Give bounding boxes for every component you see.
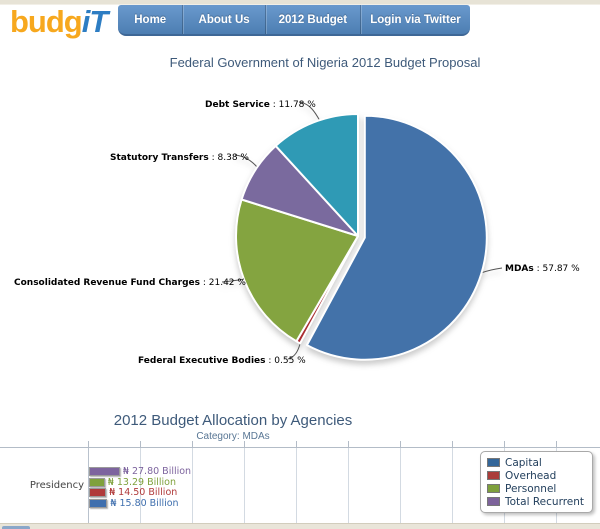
pie-label-value: : 0.55 %	[268, 356, 306, 366]
page-bottom-strip	[0, 523, 600, 529]
gridline	[192, 448, 193, 525]
logo-text-it: iT	[81, 4, 109, 39]
pie-label-value: : 21.42 %	[202, 278, 246, 288]
bar-total-recurrent[interactable]	[89, 467, 120, 476]
nav-item-2012-budget[interactable]: 2012 Budget	[264, 5, 360, 34]
budget-pie-chart	[221, 101, 503, 361]
axis-tick	[192, 441, 193, 448]
bar-overhead[interactable]	[89, 488, 107, 497]
pie-label-statutory-transfers: Statutory Transfers : 8.38 %	[110, 153, 249, 163]
pie-label-federal-executive-bodies: Federal Executive Bodies : 0.55 %	[138, 356, 306, 366]
axis-tick	[400, 441, 401, 448]
bar-value-label-total-recurrent: ₦ 27.80 Billion	[122, 466, 192, 477]
legend-label: Personnel	[505, 482, 557, 495]
pie-label-mdas: MDAs : 57.87 %	[505, 264, 580, 274]
legend: Capital Overhead Personnel Total Recurrent	[480, 451, 594, 513]
bar-value-label-personnel: ₦ 13.29 Billion	[107, 476, 176, 488]
pie-label-debt-service: Debt Service : 11.78 %	[205, 100, 316, 110]
y-axis-line	[88, 448, 89, 525]
legend-label: Capital	[505, 456, 542, 469]
bar-chart-subtitle: Category: MDAs	[196, 431, 270, 442]
pie-slice-mdas[interactable]	[305, 114, 488, 361]
nav-item-home[interactable]: Home	[134, 13, 167, 26]
legend-item-personnel: Personnel	[487, 482, 584, 495]
legend-label: Total Recurrent	[505, 495, 585, 508]
connector-federal-executive-bodies	[287, 343, 301, 360]
budgit-logo[interactable]: budgiT	[10, 4, 109, 40]
pie-label-value: : 8.38 %	[211, 153, 249, 163]
axis-tick	[88, 441, 89, 448]
legend-item-capital: Capital	[487, 456, 584, 469]
page-top-strip	[0, 0, 600, 5]
axis-tick	[452, 441, 453, 448]
axis-tick	[244, 441, 245, 448]
connector-mdas	[480, 267, 503, 274]
pie-label-value: : 57.87 %	[536, 264, 580, 274]
axis-tick	[140, 441, 141, 448]
gridline	[348, 448, 349, 525]
legend-swatch-overhead	[487, 471, 500, 480]
axis-tick	[296, 441, 297, 448]
pie-label-name: MDAs	[505, 264, 534, 274]
bar-value-label-overhead: ₦ 14.50 Billion	[109, 487, 178, 498]
connector-debt-service	[299, 101, 321, 122]
pie-label-connectors	[221, 101, 503, 360]
pie-label-name: Consolidated Revenue Fund Charges	[14, 278, 200, 288]
axis-tick	[504, 441, 505, 448]
legend-item-overhead: Overhead	[487, 469, 584, 482]
nav-item-about-us[interactable]: About Us	[182, 5, 264, 34]
nav-item-login-via-twitter[interactable]: Login via Twitter	[359, 5, 470, 34]
bar-capital[interactable]	[89, 498, 108, 508]
legend-swatch-capital	[487, 458, 500, 467]
gridline	[452, 448, 453, 525]
bar-chart-title: 2012 Budget Allocation by Agencies	[113, 412, 353, 429]
pie-label-name: Statutory Transfers	[110, 153, 209, 163]
pie-label-name: Federal Executive Bodies	[138, 356, 266, 366]
pie-label-value: : 11.78 %	[272, 100, 316, 110]
horizontal-scrollbar-thumb[interactable]	[2, 526, 30, 529]
legend-item-total-recurrent: Total Recurrent	[487, 495, 584, 508]
pie-chart-title: Federal Government of Nigeria 2012 Budge…	[169, 55, 481, 70]
legend-label: Overhead	[505, 469, 557, 482]
gridline	[244, 448, 245, 525]
axis-tick	[348, 441, 349, 448]
category-label-presidency: Presidency	[29, 480, 84, 491]
connector-statutory-transfers	[234, 154, 259, 169]
logo-text-budg: budg	[10, 4, 83, 39]
gridline	[400, 448, 401, 525]
bar-value-label-capital: ₦ 15.80 Billion	[110, 497, 179, 509]
pie-label-name: Debt Service	[205, 100, 270, 110]
gridline	[140, 448, 141, 525]
bar-personnel[interactable]	[89, 477, 105, 487]
navbar: Home About Us 2012 Budget Login via Twit…	[118, 5, 470, 36]
pie-slice-debt-service[interactable]	[274, 113, 359, 237]
axis-tick	[556, 441, 557, 448]
gridline	[296, 448, 297, 525]
legend-swatch-total-recurrent	[487, 497, 500, 506]
pie-slice-consolidated-revenue-fund-charges[interactable]	[235, 198, 359, 343]
legend-swatch-personnel	[487, 484, 500, 493]
pie-label-consolidated-revenue-fund-charges: Consolidated Revenue Fund Charges : 21.4…	[14, 278, 246, 288]
